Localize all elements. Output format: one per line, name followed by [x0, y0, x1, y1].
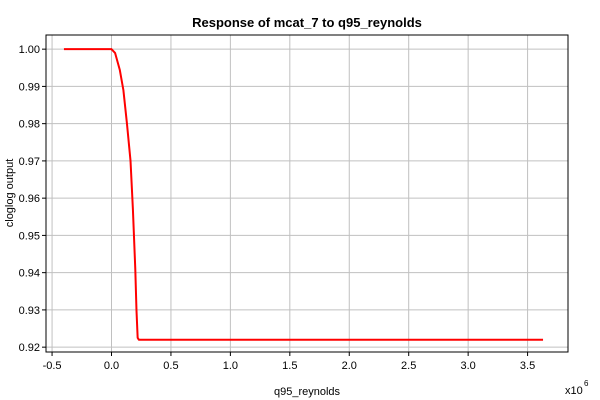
x-multiplier-exponent: 6 [584, 379, 589, 388]
y-tick-label: 1.00 [19, 44, 40, 56]
x-tick-label: 0.5 [163, 360, 178, 372]
x-tick-label: 3.0 [460, 360, 475, 372]
x-tick-label: 1.0 [223, 360, 238, 372]
y-tick-label: 0.99 [19, 81, 40, 93]
y-tick-label: 0.94 [19, 268, 40, 280]
y-tick-label: 0.97 [19, 156, 40, 168]
chart-title: Response of mcat_7 to q95_reynolds [192, 15, 422, 30]
x-tick-label: 3.5 [520, 360, 535, 372]
x-tick-label: 2.0 [342, 360, 357, 372]
y-tick-label: 0.95 [19, 230, 40, 242]
y-tick-label: 0.93 [19, 305, 40, 317]
x-tick-label: 2.5 [401, 360, 416, 372]
y-tick-label: 0.92 [19, 342, 40, 354]
y-axis-label: cloglog output [4, 159, 16, 228]
x-tick-label: 1.5 [282, 360, 297, 372]
series-line [63, 48, 544, 341]
x-tick-label: -0.5 [43, 360, 62, 372]
y-tick-label: 0.98 [19, 119, 40, 131]
x-multiplier: x10 [565, 385, 583, 397]
x-axis-label: q95_reynolds [274, 386, 341, 398]
y-tick-label: 0.96 [19, 193, 40, 205]
x-tick-label: 0.0 [104, 360, 119, 372]
plot-frame [45, 34, 569, 353]
